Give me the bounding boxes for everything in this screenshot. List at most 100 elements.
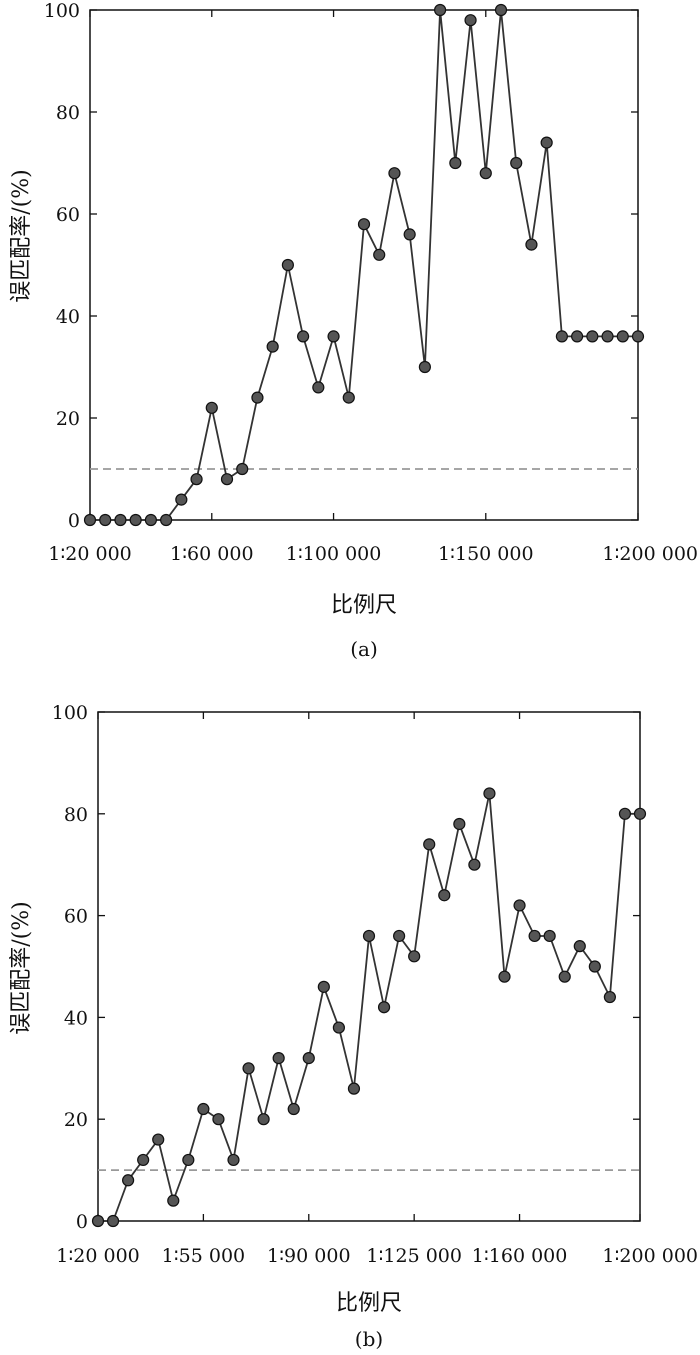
chart-b-x-ticks: 1∶20 000 1∶55 000 1∶90 000 1∶125 000 1∶160 0…: [56, 712, 698, 1267]
chart-a-data-point: [510, 156, 523, 170]
chart-a-data-point: [236, 462, 249, 476]
chart-b-data-point: [393, 929, 406, 943]
chart-b-data-point: [618, 807, 632, 820]
chart-a-data-point: [357, 218, 371, 231]
chart-b-x-axis-title: 比例尺: [336, 1291, 402, 1316]
chart-b-caption: (b): [355, 1327, 383, 1351]
chart-a-data-point: [403, 228, 416, 241]
chart-a-data-point: [479, 167, 492, 180]
chart-a-data-point: [327, 330, 340, 343]
chart-a-data-point: [601, 330, 614, 343]
chart-a-data-point: [494, 3, 508, 17]
chart-a-data-point: [586, 330, 599, 343]
chart-a-x-axis-title: 比例尺: [331, 593, 397, 618]
chart-a-series-line: [90, 9, 638, 521]
chart-b-plot-frame: [97, 711, 641, 1222]
chart-b-y-tick-label: 0: [76, 1211, 88, 1233]
chart-b-data-point: [122, 1174, 135, 1187]
chart-b-data-point: [152, 1133, 165, 1146]
chart-a-data-point: [464, 14, 477, 27]
chart-b-data-point: [212, 1113, 225, 1126]
chart-a-data-point: [434, 3, 447, 17]
chart-b-data-point: [377, 1001, 391, 1014]
chart-a-data-point: [266, 340, 279, 353]
chart-a-data-point: [114, 513, 127, 527]
chart-a-x-tick-label: 1∶100 000: [286, 543, 382, 565]
chart-a-data-point: [449, 156, 462, 170]
chart-a-x-tick-label: 1∶200 000: [602, 543, 698, 565]
chart-a-data-point: [388, 167, 401, 180]
chart-b-data-point: [483, 787, 496, 800]
chart-a-data-point: [144, 513, 157, 527]
chart-a-data-point: [631, 330, 645, 343]
chart-b-data-point: [543, 929, 556, 943]
chart-b-x-tick-label: 1∶55 000: [162, 1245, 246, 1267]
chart-b-y-tick-label: 60: [64, 906, 88, 928]
chart-b-data-point: [347, 1082, 361, 1095]
chart-b-data-point: [438, 889, 451, 902]
chart-b-data-point: [227, 1153, 240, 1167]
chart-a-data-point: [83, 513, 97, 527]
chart-b-data-point: [106, 1214, 120, 1228]
chart-b-data-point: [257, 1113, 270, 1126]
chart-b-data-point: [242, 1062, 255, 1075]
chart-b-data-point: [137, 1153, 150, 1167]
chart-b-data-point: [362, 929, 376, 943]
chart-b-y-tick-label: 20: [64, 1109, 88, 1131]
chart-a-data-point: [525, 238, 538, 251]
chart-b-data-point: [558, 970, 571, 983]
chart-a-data-point: [540, 136, 553, 149]
chart-b-data-point: [167, 1194, 180, 1207]
chart-b-data-point: [573, 940, 586, 953]
chart-a-data-point: [160, 513, 173, 527]
chart-a-y-tick-label: 20: [56, 408, 80, 430]
chart-b-y-ticks: 0 20 40 60 80 100: [52, 702, 640, 1233]
chart-a-x-tick-label: 1∶60 000: [170, 543, 254, 565]
chart-b-data-point: [197, 1102, 210, 1116]
chart-a-data-point: [616, 330, 629, 343]
chart-a-plot-frame: [89, 9, 639, 521]
chart-b-data-point: [513, 899, 526, 912]
chart-a-data-point: [99, 513, 112, 527]
chart-a-data-point: [418, 360, 431, 374]
chart-a-data-point: [220, 473, 234, 486]
chart-a-data-point: [312, 381, 325, 394]
chart-b-data-point: [408, 950, 421, 963]
chart-a-x-ticks: 1∶20 000 1∶60 000 1∶100 000 1∶150 000 1∶200 …: [48, 10, 698, 565]
chart-b-x-tick-label: 1∶20 000: [56, 1245, 140, 1267]
chart-b-data-point: [633, 807, 647, 820]
chart-b-data-point: [302, 1052, 315, 1065]
chart-b-y-tick-label: 80: [64, 804, 88, 826]
chart-a-y-tick-label: 60: [56, 204, 80, 226]
chart-a-y-axis-title: 误匹配率/(%): [9, 169, 34, 302]
chart-a-y-tick-label: 0: [68, 510, 80, 532]
chart-a-data-point: [571, 330, 584, 343]
chart-a-data-point: [190, 473, 203, 486]
chart-a-data-point: [555, 330, 568, 343]
chart-b-y-tick-label: 40: [64, 1007, 88, 1029]
chart-b-data-point: [332, 1021, 345, 1034]
chart-a-y-tick-label: 80: [56, 102, 80, 124]
chart-a-data-point: [251, 391, 264, 404]
chart-a-x-tick-label: 1∶150 000: [438, 543, 534, 565]
chart-b-data-point: [528, 929, 541, 943]
chart-b-x-tick-label: 1∶160 000: [472, 1245, 568, 1267]
chart-a-y-tick-label: 100: [44, 0, 80, 22]
chart-a-data-point: [129, 513, 142, 527]
chart-b-series-line: [98, 793, 640, 1222]
chart-a-data-point: [297, 330, 310, 343]
chart-a-data-point: [373, 248, 386, 261]
chart-b-y-axis-title: 误匹配率/(%): [9, 901, 34, 1034]
chart-a-data-point: [342, 391, 355, 404]
chart-b-data-point: [317, 980, 330, 993]
chart-b-x-tick-label: 1∶90 000: [267, 1245, 351, 1267]
chart-b-x-tick-label: 1∶125 000: [366, 1245, 462, 1267]
chart-b: 0 20 40 60 80 100 1∶20 000 1∶55 000 1∶90 000 1∶1…: [9, 702, 698, 1351]
chart-b-data-point: [453, 817, 466, 831]
chart-b-data-point: [287, 1102, 300, 1116]
chart-a-y-ticks: 0 20 40 60 80 100: [44, 0, 638, 532]
chart-b-data-point: [603, 990, 616, 1004]
chart-b-data-point: [588, 960, 601, 973]
